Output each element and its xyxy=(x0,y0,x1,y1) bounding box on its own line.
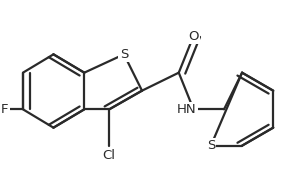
Text: HN: HN xyxy=(177,103,197,116)
Text: O: O xyxy=(188,29,199,43)
Text: S: S xyxy=(120,48,128,61)
Text: S: S xyxy=(207,139,215,152)
Text: Cl: Cl xyxy=(103,149,116,162)
Text: F: F xyxy=(1,103,8,116)
